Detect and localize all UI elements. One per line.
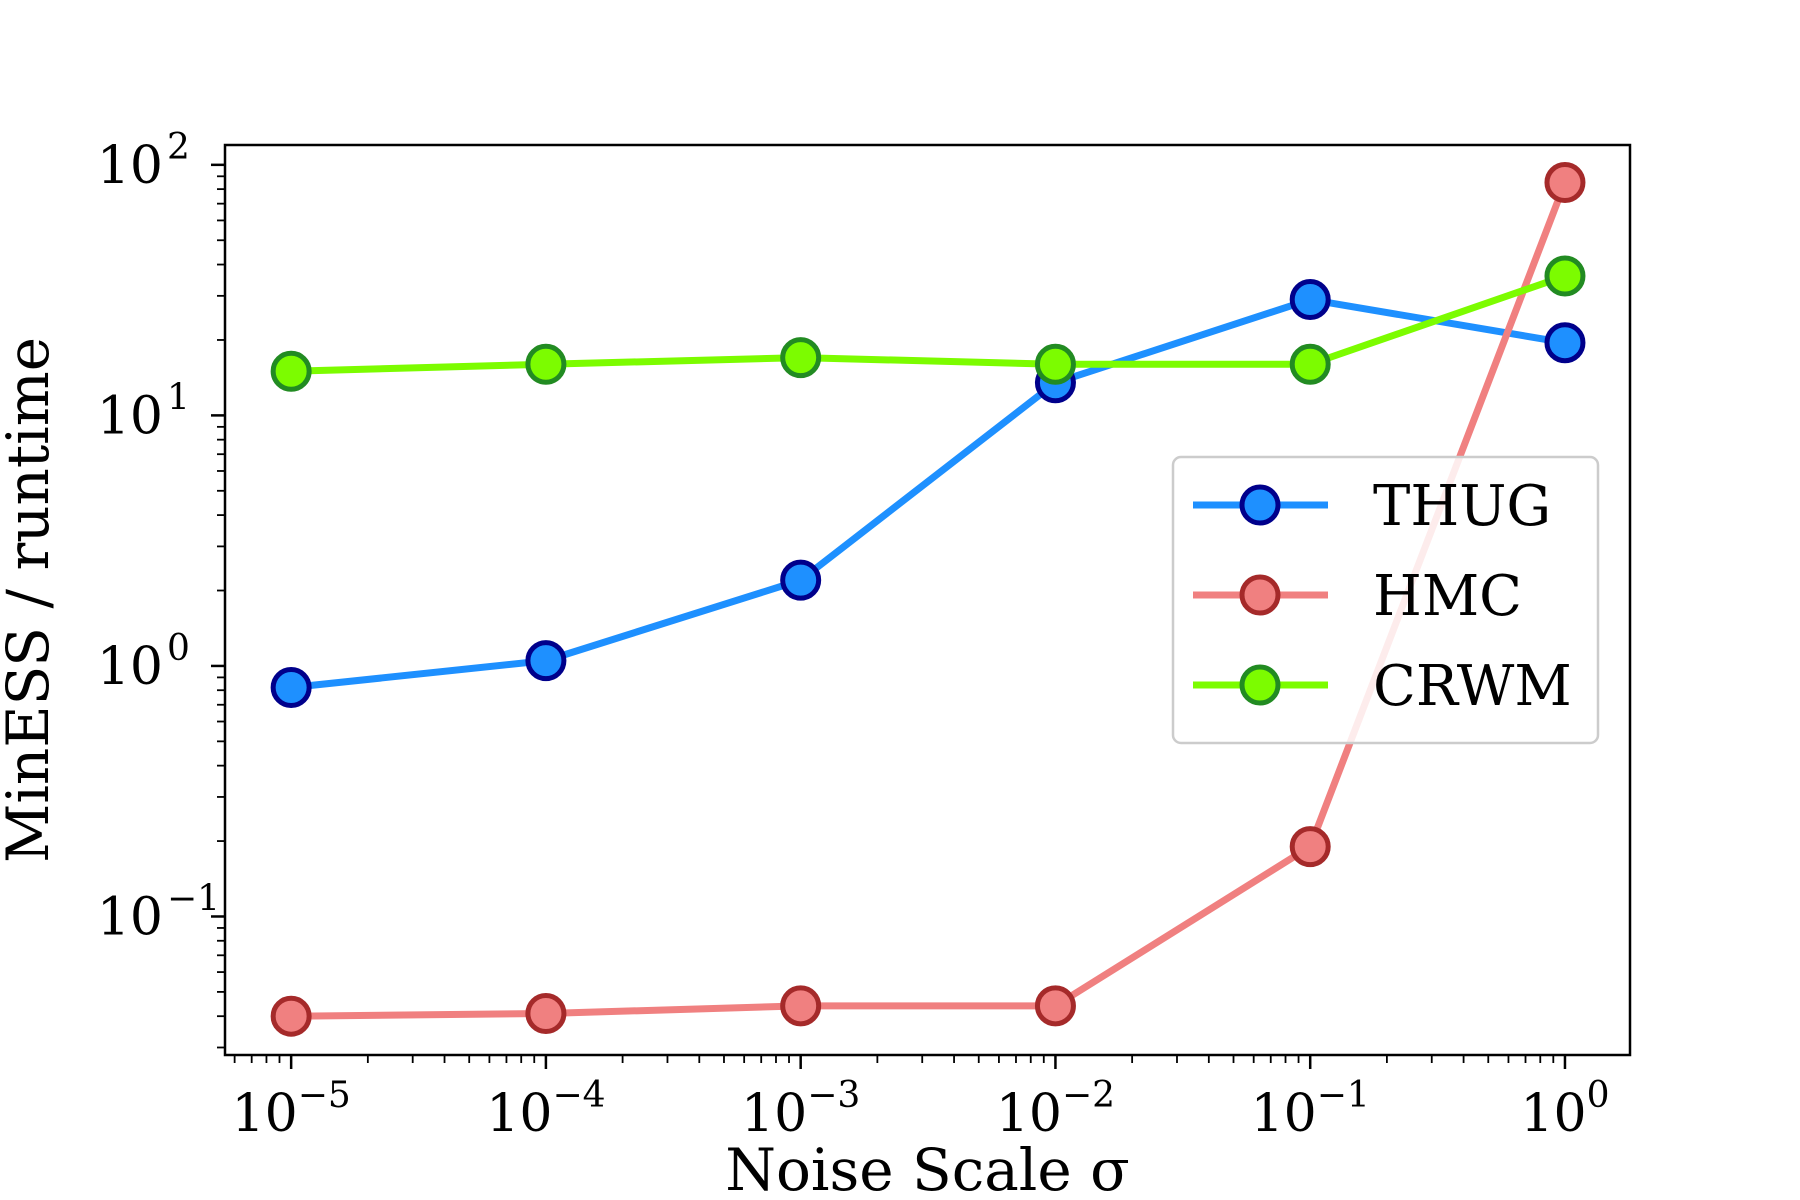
x-tick-label: 100 xyxy=(1520,1075,1609,1144)
series-line-crwm xyxy=(291,272,1567,375)
y-tick-label: 10 xyxy=(97,386,163,446)
data-point-crwm xyxy=(270,350,312,392)
x-tick-label: 10−5 xyxy=(232,1075,351,1144)
data-point-crwm xyxy=(780,337,822,379)
y-tick-label: 10 xyxy=(97,637,163,697)
legend-swatch-marker xyxy=(1239,664,1281,706)
data-point-thug xyxy=(270,667,312,709)
data-point-hmc xyxy=(1544,162,1586,204)
data-point-hmc xyxy=(780,985,822,1027)
data-point-thug xyxy=(1544,322,1586,364)
x-axis-label: Noise Scale σ xyxy=(725,1136,1129,1200)
legend: THUG HMC CRWM xyxy=(1171,455,1600,745)
data-point-thug xyxy=(525,640,567,682)
y-tick-exponent: −1 xyxy=(167,878,220,919)
x-tick-label: 10−1 xyxy=(1251,1075,1370,1144)
legend-label: CRWM xyxy=(1373,654,1572,719)
data-point-crwm xyxy=(1544,255,1586,297)
data-point-crwm xyxy=(1034,343,1076,385)
data-point-crwm xyxy=(1289,343,1331,385)
legend-box xyxy=(1171,455,1600,745)
legend-swatch-marker xyxy=(1239,574,1281,616)
data-point-thug xyxy=(780,559,822,601)
data-point-thug xyxy=(1289,279,1331,321)
data-point-hmc xyxy=(1034,985,1076,1027)
y-tick-exponent: 1 xyxy=(167,377,190,418)
x-tick-label: 10−4 xyxy=(486,1075,605,1144)
y-axis-label: MinESS / runtime xyxy=(0,337,62,863)
legend-label: HMC xyxy=(1373,564,1522,629)
y-tick-exponent: 0 xyxy=(167,628,190,669)
x-tick-label: 10−2 xyxy=(996,1075,1115,1144)
y-tick-label: 10 xyxy=(97,136,163,196)
y-tick-exponent: 2 xyxy=(167,127,190,168)
data-point-hmc xyxy=(525,993,567,1035)
data-point-hmc xyxy=(1289,826,1331,868)
data-point-hmc xyxy=(270,995,312,1037)
x-tick-label: 10−3 xyxy=(741,1075,860,1144)
series-layer xyxy=(270,162,1586,1037)
series-line-thug xyxy=(290,296,1566,692)
data-point-crwm xyxy=(525,343,567,385)
plot-area-frame xyxy=(223,143,1632,1057)
y-tick-label: 10 xyxy=(97,887,163,947)
legend-label: THUG xyxy=(1373,474,1551,539)
legend-swatch-marker xyxy=(1239,484,1281,526)
